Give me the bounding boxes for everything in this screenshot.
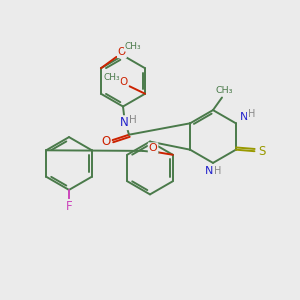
- Text: CH₃: CH₃: [215, 86, 233, 95]
- Text: O: O: [149, 143, 158, 153]
- Text: S: S: [258, 145, 266, 158]
- Text: O: O: [118, 47, 126, 57]
- Text: H: H: [214, 166, 221, 176]
- Text: H: H: [248, 109, 255, 119]
- Text: N: N: [119, 116, 128, 129]
- Text: CH₃: CH₃: [103, 73, 120, 82]
- Text: H: H: [129, 115, 137, 125]
- Text: N: N: [205, 166, 214, 176]
- Text: CH₃: CH₃: [125, 42, 141, 51]
- Text: N: N: [240, 112, 248, 122]
- Text: O: O: [101, 135, 110, 148]
- Text: F: F: [66, 200, 72, 213]
- Text: O: O: [119, 77, 128, 87]
